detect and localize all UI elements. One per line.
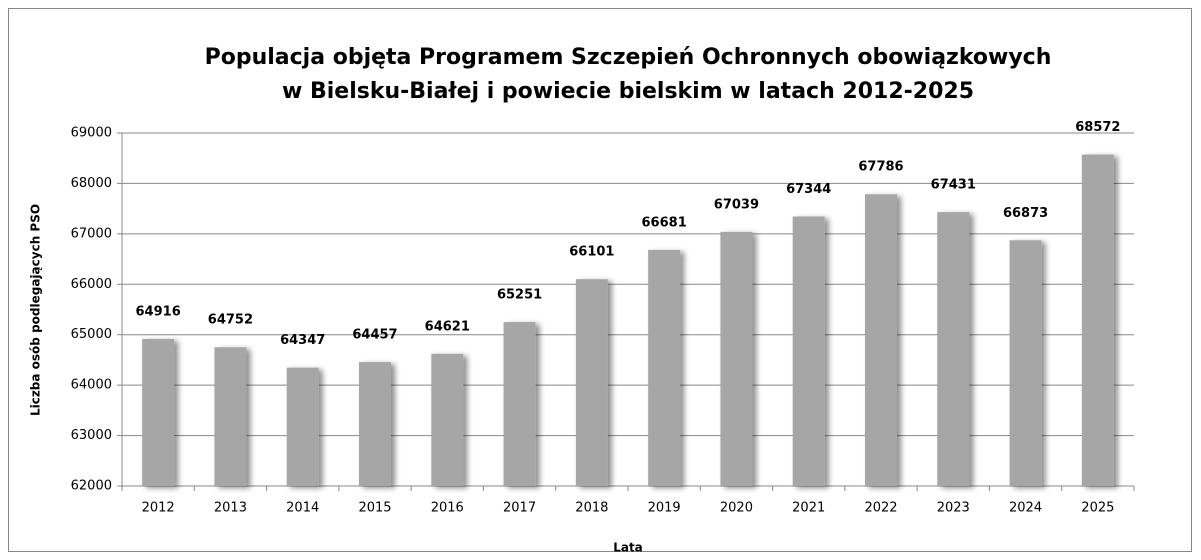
data-label: 64752 (208, 313, 253, 328)
bar (431, 353, 464, 486)
bar (359, 362, 391, 486)
bar (503, 322, 536, 486)
x-tick-label: 2015 (358, 501, 391, 516)
chart-title: Populacja objęta Programem Szczepień Och… (205, 45, 1052, 70)
bar (648, 249, 681, 486)
x-tick-label: 2018 (575, 501, 608, 516)
y-tick-label: 62000 (71, 479, 112, 494)
x-tick-label: 2024 (1009, 501, 1042, 516)
y-tick-label: 69000 (71, 126, 112, 141)
y-axis-label: Liczba osób podlegających PSO (29, 204, 43, 416)
bar (142, 338, 175, 486)
x-tick-label: 2019 (648, 501, 681, 516)
data-label: 64916 (136, 304, 181, 319)
data-label: 64621 (425, 319, 470, 334)
x-tick-label: 2014 (286, 501, 319, 516)
y-tick-label: 66000 (71, 277, 112, 292)
data-label: 66681 (642, 215, 687, 230)
y-tick-label: 68000 (71, 176, 112, 191)
bar (286, 367, 319, 486)
data-label: 64457 (352, 328, 397, 343)
data-label: 68572 (1075, 120, 1120, 135)
y-tick-label: 64000 (71, 378, 112, 393)
bar (792, 216, 825, 487)
chart-title: w Bielsku-Białej i powiecie bielskim w l… (282, 79, 974, 104)
x-tick-label: 2012 (142, 501, 175, 516)
x-tick-label: 2016 (431, 501, 464, 516)
x-axis-label: Lata (613, 541, 643, 555)
data-label: 67786 (858, 160, 903, 175)
data-label: 64347 (280, 333, 325, 348)
bar (214, 347, 247, 486)
x-tick-label: 2017 (503, 501, 536, 516)
x-tick-label: 2022 (864, 501, 897, 516)
bar (1081, 154, 1114, 486)
bar (1009, 240, 1042, 486)
data-label: 66873 (1003, 206, 1048, 221)
x-tick-label: 2021 (792, 501, 825, 516)
data-label: 65251 (497, 288, 542, 303)
y-tick-label: 63000 (71, 428, 112, 443)
data-label: 67431 (931, 178, 976, 193)
x-tick-label: 2013 (214, 501, 247, 516)
bar (575, 279, 608, 486)
x-tick-label: 2020 (720, 501, 753, 516)
data-label: 67344 (786, 182, 831, 197)
bar (937, 212, 970, 486)
data-label: 66101 (569, 245, 614, 260)
y-tick-label: 65000 (71, 327, 112, 342)
x-tick-label: 2025 (1081, 501, 1114, 516)
data-label: 67039 (714, 197, 759, 212)
y-tick-label: 67000 (71, 226, 112, 241)
bar (865, 194, 897, 487)
bar (720, 231, 753, 486)
x-tick-label: 2023 (937, 501, 970, 516)
